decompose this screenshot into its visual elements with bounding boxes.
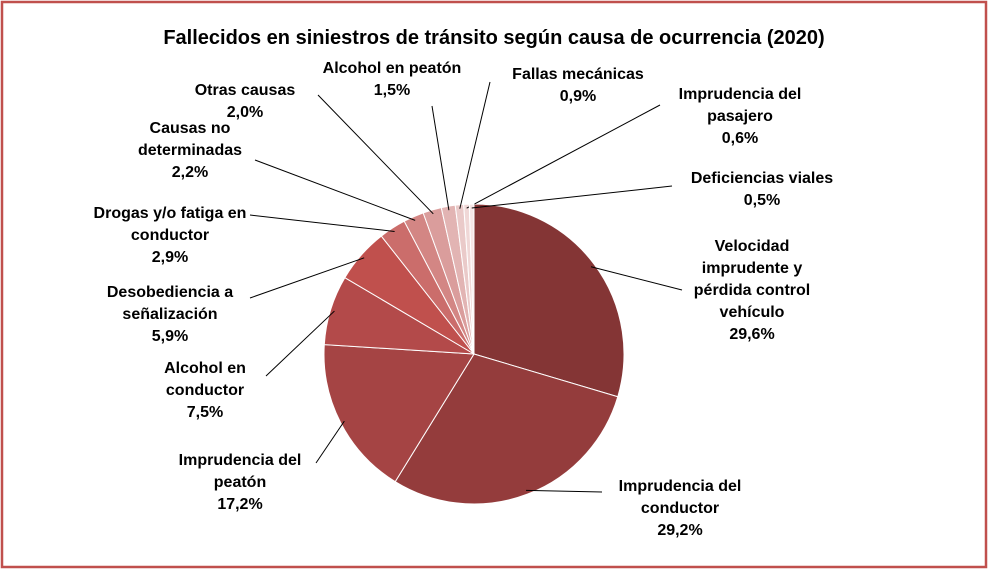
category-label: Imprudencia del pasajero bbox=[678, 86, 802, 125]
leader-line bbox=[315, 420, 345, 464]
data-label: Desobediencia a señalización 5,9% bbox=[80, 282, 260, 348]
value-label: 17,2% bbox=[217, 496, 263, 513]
data-label: Deficiencias viales 0,5% bbox=[670, 168, 855, 212]
value-label: 29,6% bbox=[729, 326, 775, 343]
leader-line bbox=[317, 94, 434, 215]
label-box: Alcohol en peatón 1,5% bbox=[300, 58, 485, 102]
value-label: 0,6% bbox=[721, 130, 759, 147]
label-box: Desobediencia a señalización 5,9% bbox=[80, 282, 260, 348]
pie-slice bbox=[323, 344, 475, 483]
value-label: 1,5% bbox=[373, 82, 411, 99]
label-box: Imprudencia del peatón 17,2% bbox=[153, 450, 328, 516]
data-label: Causas no determinadas 2,2% bbox=[115, 118, 265, 184]
value-label: 2,0% bbox=[226, 104, 264, 121]
leader-line bbox=[431, 105, 450, 211]
value-label: 2,2% bbox=[171, 164, 209, 181]
category-label: Otras causas bbox=[194, 82, 296, 99]
label-box: Causas no determinadas 2,2% bbox=[115, 118, 265, 184]
data-label: Alcohol en peatón 1,5% bbox=[300, 58, 485, 102]
label-box: Otras causas 2,0% bbox=[175, 80, 315, 124]
category-label: Deficiencias viales bbox=[690, 170, 834, 187]
leader-line bbox=[249, 257, 365, 299]
leader-line bbox=[590, 266, 683, 291]
label-box: Imprudencia del conductor 29,2% bbox=[595, 476, 765, 542]
label-box: Drogas y/o fatiga en conductor 2,9% bbox=[78, 203, 263, 269]
value-label: 7,5% bbox=[186, 404, 224, 421]
pie-slice bbox=[468, 203, 475, 355]
chart-title: Fallecidos en siniestros de tránsito seg… bbox=[163, 27, 824, 49]
leader-line bbox=[471, 185, 673, 209]
data-label: Velocidad imprudente y pérdida control v… bbox=[677, 236, 827, 346]
data-label: Otras causas 2,0% bbox=[175, 80, 315, 124]
label-box: Fallas mecánicas 0,9% bbox=[496, 64, 661, 108]
leader-line bbox=[265, 310, 335, 377]
category-label: Imprudencia del conductor bbox=[618, 478, 742, 517]
category-label: Alcohol en peatón bbox=[322, 60, 462, 77]
label-box: Imprudencia del pasajero 0,6% bbox=[655, 84, 825, 150]
data-label: Imprudencia del peatón 17,2% bbox=[153, 450, 328, 516]
data-label: Drogas y/o fatiga en conductor 2,9% bbox=[78, 203, 263, 269]
category-label: Fallas mecánicas bbox=[512, 66, 644, 83]
data-label: Alcohol en conductor 7,5% bbox=[140, 358, 270, 424]
value-label: 29,2% bbox=[657, 522, 703, 539]
value-label: 0,5% bbox=[743, 192, 781, 209]
label-box: Velocidad imprudente y pérdida control v… bbox=[677, 236, 827, 346]
leader-line bbox=[459, 81, 491, 209]
data-label: Fallas mecánicas 0,9% bbox=[496, 64, 661, 108]
value-label: 0,9% bbox=[559, 88, 597, 105]
leader-line bbox=[249, 214, 395, 232]
leader-line bbox=[466, 104, 661, 209]
category-label: Alcohol en conductor bbox=[164, 360, 246, 399]
data-label: Imprudencia del pasajero 0,6% bbox=[655, 84, 825, 150]
category-label: Causas no determinadas bbox=[137, 120, 243, 159]
category-label: Drogas y/o fatiga en conductor bbox=[93, 205, 247, 244]
label-box: Deficiencias viales 0,5% bbox=[670, 168, 855, 212]
label-box: Alcohol en conductor 7,5% bbox=[140, 358, 270, 424]
pie-slice bbox=[473, 203, 625, 398]
value-label: 5,9% bbox=[151, 328, 189, 345]
category-label: Velocidad imprudente y pérdida control v… bbox=[693, 238, 811, 321]
value-label: 2,9% bbox=[151, 249, 189, 266]
leader-line bbox=[254, 159, 416, 221]
category-label: Imprudencia del peatón bbox=[178, 452, 302, 491]
data-label: Imprudencia del conductor 29,2% bbox=[595, 476, 765, 542]
category-label: Desobediencia a señalización bbox=[106, 284, 234, 323]
leader-line bbox=[526, 489, 603, 493]
